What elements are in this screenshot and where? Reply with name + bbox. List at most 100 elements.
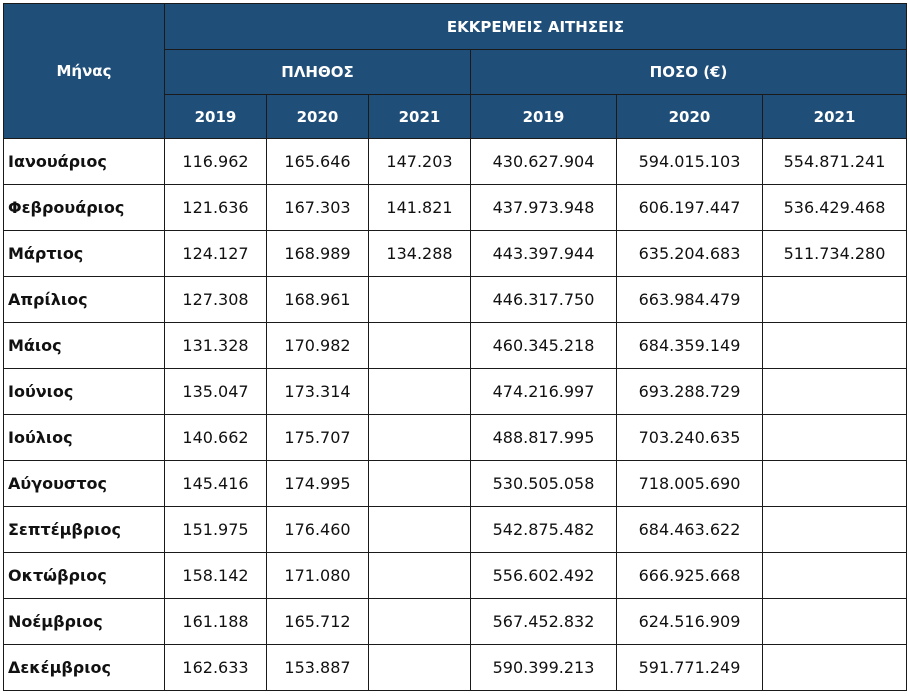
count-group-header: ΠΛΗΘΟΣ	[164, 49, 471, 95]
count-cell: 176.460	[266, 506, 369, 553]
count-cell	[368, 414, 471, 461]
table-row: Ιανουάριος 116.962 165.646 147.203 430.627.9…	[3, 138, 908, 185]
amount-cell: 542.875.482	[470, 506, 617, 553]
amount-group-header: ΠΟΣΟ (€)	[469, 49, 908, 95]
count-cell	[368, 460, 471, 507]
count-cell: 131.328	[164, 322, 267, 369]
month-column-header: Μήνας	[3, 3, 165, 139]
month-cell: Ιούλιος	[3, 414, 165, 461]
table-row: Δεκέμβριος 162.633 153.887 590.399.213 591.7…	[3, 644, 908, 691]
count-cell: 153.887	[266, 644, 369, 691]
pending-applications-table: Μήνας ΕΚΚΡΕΜΕΙΣ ΑΙΤΗΣΕΙΣ ΠΛΗΘΟΣ ΠΟΣΟ (€)…	[3, 3, 908, 691]
count-cell	[368, 552, 471, 599]
count-cell: 135.047	[164, 368, 267, 415]
table-row: Μάρτιος 124.127 168.989 134.288 443.397.944 6…	[3, 230, 908, 277]
amount-cell: 703.240.635	[616, 414, 763, 461]
count-cell	[368, 368, 471, 415]
count-cell	[368, 322, 471, 369]
table-row: Νοέμβριος 161.188 165.712 567.452.832 624.51…	[3, 598, 908, 645]
month-cell: Σεπτέμβριος	[3, 506, 165, 553]
pending-applications-table-container: Μήνας ΕΚΚΡΕΜΕΙΣ ΑΙΤΗΣΕΙΣ ΠΛΗΘΟΣ ΠΟΣΟ (€)…	[3, 3, 908, 691]
count-cell: 141.821	[368, 184, 471, 231]
amount-cell: 430.627.904	[470, 138, 617, 185]
amount-cell	[761, 460, 908, 507]
amount-cell	[761, 644, 908, 691]
count-cell: 171.080	[266, 552, 369, 599]
table-row: Αύγουστος 145.416 174.995 530.505.058 718.00…	[3, 460, 908, 507]
amount-cell	[761, 506, 908, 553]
count-cell: 168.961	[266, 276, 369, 323]
amount-cell: 594.015.103	[616, 138, 763, 185]
month-cell: Οκτώβριος	[3, 552, 165, 599]
count-cell: 165.646	[266, 138, 369, 185]
amount-cell: 556.602.492	[470, 552, 617, 599]
count-cell: 151.975	[164, 506, 267, 553]
amount-cell: 693.288.729	[616, 368, 763, 415]
table-row: Σεπτέμβριος 151.975 176.460 542.875.482 684.…	[3, 506, 908, 553]
amount-cell: 590.399.213	[470, 644, 617, 691]
month-cell: Νοέμβριος	[3, 598, 165, 645]
count-cell: 168.989	[266, 230, 369, 277]
amount-cell: 536.429.468	[761, 184, 908, 231]
amount-cell: 635.204.683	[616, 230, 763, 277]
amount-cell: 530.505.058	[470, 460, 617, 507]
month-cell: Ιανουάριος	[3, 138, 165, 185]
amount-cell: 606.197.447	[616, 184, 763, 231]
count-year-header: 2021	[368, 94, 471, 139]
count-cell: 145.416	[164, 460, 267, 507]
month-cell: Απρίλιος	[3, 276, 165, 323]
count-cell: 116.962	[164, 138, 267, 185]
count-cell: 174.995	[266, 460, 369, 507]
amount-year-header: 2020	[616, 94, 763, 139]
month-cell: Δεκέμβριος	[3, 644, 165, 691]
count-cell: 167.303	[266, 184, 369, 231]
month-cell: Μάιος	[3, 322, 165, 369]
amount-cell: 684.463.622	[616, 506, 763, 553]
amount-cell	[761, 598, 908, 645]
amount-cell: 443.397.944	[470, 230, 617, 277]
amount-cell	[761, 414, 908, 461]
amount-cell: 474.216.997	[470, 368, 617, 415]
count-cell: 175.707	[266, 414, 369, 461]
amount-year-header: 2019	[470, 94, 617, 139]
count-cell: 170.982	[266, 322, 369, 369]
table-row: Ιούλιος 140.662 175.707 488.817.995 703.240.…	[3, 414, 908, 461]
table-body: Ιανουάριος 116.962 165.646 147.203 430.627.9…	[3, 138, 908, 691]
amount-cell	[761, 322, 908, 369]
count-cell	[368, 598, 471, 645]
count-cell	[368, 644, 471, 691]
count-cell: 124.127	[164, 230, 267, 277]
amount-cell: 666.925.668	[616, 552, 763, 599]
amount-cell: 554.871.241	[761, 138, 908, 185]
month-cell: Ιούνιος	[3, 368, 165, 415]
count-year-header: 2019	[164, 94, 267, 139]
month-cell: Φεβρουάριος	[3, 184, 165, 231]
count-cell: 162.633	[164, 644, 267, 691]
amount-cell: 460.345.218	[470, 322, 617, 369]
table-row: Μάιος 131.328 170.982 460.345.218 684.359.14…	[3, 322, 908, 369]
count-cell: 127.308	[164, 276, 267, 323]
table-row: Απρίλιος 127.308 168.961 446.317.750 663.984…	[3, 276, 908, 323]
amount-cell: 684.359.149	[616, 322, 763, 369]
amount-cell: 488.817.995	[470, 414, 617, 461]
amount-cell: 446.317.750	[470, 276, 617, 323]
amount-year-header: 2021	[761, 94, 908, 139]
table-row: Φεβρουάριος 121.636 167.303 141.821 437.973.…	[3, 184, 908, 231]
amount-cell: 437.973.948	[470, 184, 617, 231]
amount-cell	[761, 276, 908, 323]
count-cell: 165.712	[266, 598, 369, 645]
table-row: Οκτώβριος 158.142 171.080 556.602.492 666.92…	[3, 552, 908, 599]
month-cell: Μάρτιος	[3, 230, 165, 277]
count-cell	[368, 506, 471, 553]
count-cell: 121.636	[164, 184, 267, 231]
count-cell: 173.314	[266, 368, 369, 415]
count-cell: 140.662	[164, 414, 267, 461]
count-cell: 147.203	[368, 138, 471, 185]
amount-cell: 663.984.479	[616, 276, 763, 323]
count-cell	[368, 276, 471, 323]
month-cell: Αύγουστος	[3, 460, 165, 507]
amount-cell: 591.771.249	[616, 644, 763, 691]
amount-cell: 718.005.690	[616, 460, 763, 507]
count-cell: 161.188	[164, 598, 267, 645]
amount-cell: 624.516.909	[616, 598, 763, 645]
